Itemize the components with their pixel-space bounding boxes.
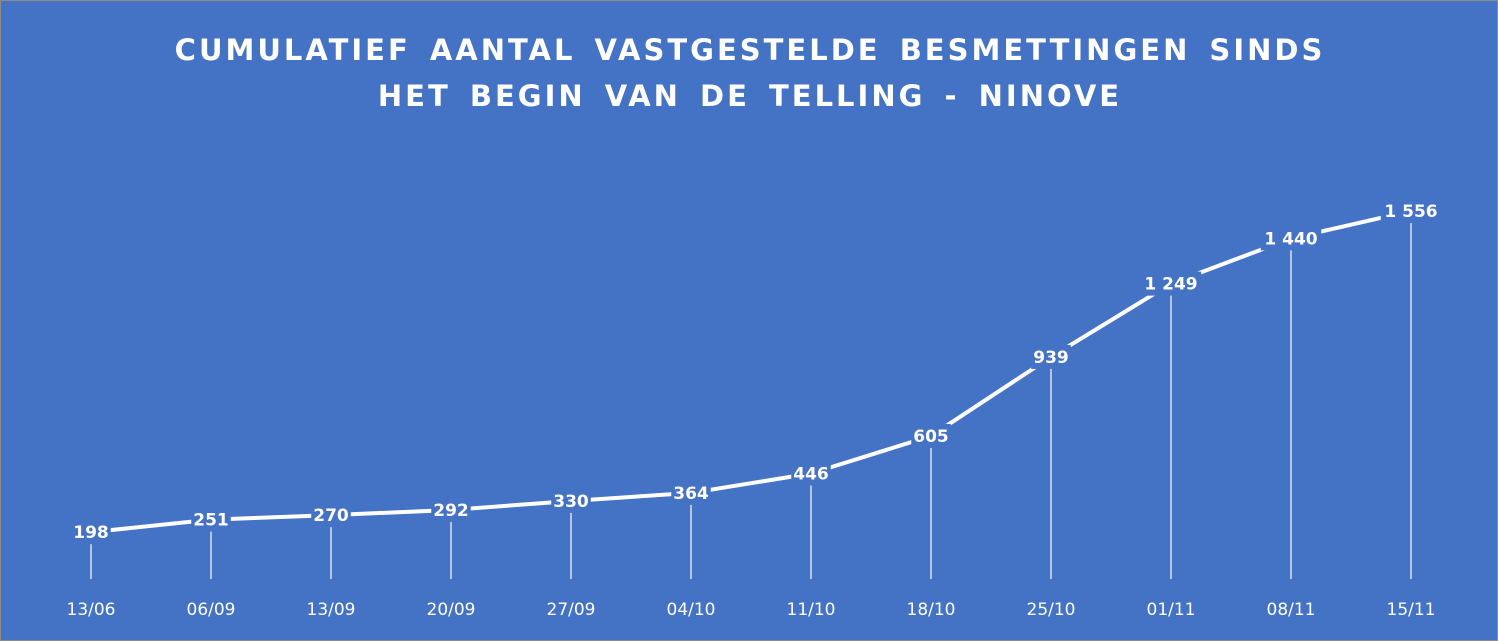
chart-title: CUMULATIEF AANTAL VASTGESTELDE BESMETTIN… bbox=[174, 33, 1326, 113]
x-tick-label: 04/10 bbox=[667, 600, 716, 620]
label-bg bbox=[1031, 344, 1071, 369]
data-label: 1 440 bbox=[1264, 229, 1317, 249]
x-tick-label: 13/06 bbox=[67, 600, 116, 620]
x-tick-label: 13/09 bbox=[307, 600, 356, 620]
data-label: 1 556 bbox=[1384, 202, 1437, 222]
data-label: 292 bbox=[433, 501, 469, 521]
label-bg bbox=[551, 488, 591, 513]
label-bg bbox=[191, 507, 231, 532]
data-label: 364 bbox=[673, 484, 709, 504]
x-tick-label: 25/10 bbox=[1027, 600, 1076, 620]
line-series bbox=[90, 209, 1412, 535]
data-label: 330 bbox=[553, 492, 589, 512]
data-label: 270 bbox=[313, 506, 349, 526]
x-tick-label: 27/09 bbox=[547, 600, 596, 620]
label-bg bbox=[1260, 226, 1322, 251]
label-bg bbox=[1140, 271, 1202, 296]
x-tick-label: 06/09 bbox=[187, 600, 236, 620]
label-bg bbox=[791, 461, 831, 486]
data-label: 605 bbox=[913, 427, 949, 447]
label-bg bbox=[671, 480, 711, 505]
x-tick-label: 11/10 bbox=[787, 600, 836, 620]
label-bg bbox=[1380, 199, 1442, 223]
x-tick-label: 20/09 bbox=[427, 600, 476, 620]
label-bg bbox=[71, 520, 111, 545]
x-tick-label: 01/11 bbox=[1147, 600, 1196, 620]
data-label: 446 bbox=[793, 465, 829, 485]
data-label: 198 bbox=[73, 523, 109, 543]
label-bg bbox=[311, 503, 351, 528]
label-bg bbox=[431, 497, 471, 522]
data-label: 251 bbox=[193, 511, 229, 531]
x-tick-label: 08/11 bbox=[1267, 600, 1316, 620]
x-tick-label: 15/11 bbox=[1387, 600, 1436, 620]
data-label: 939 bbox=[1033, 348, 1069, 368]
x-tick-label: 18/10 bbox=[907, 600, 956, 620]
data-label: 1 249 bbox=[1144, 275, 1197, 295]
label-bg bbox=[911, 423, 951, 448]
